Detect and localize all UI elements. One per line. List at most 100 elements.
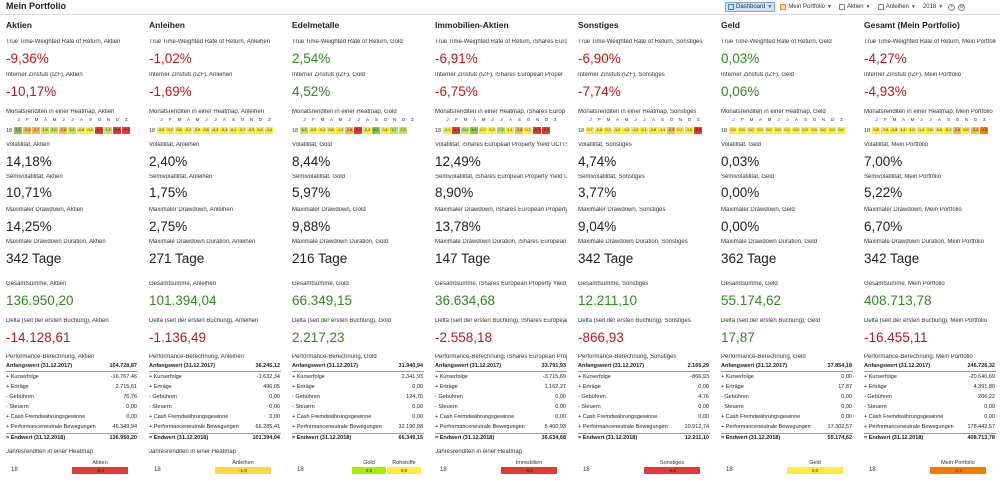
heatmap-cell[interactable]: 4,1 [470, 127, 479, 134]
heatmap-cell[interactable]: 0,0 [819, 127, 828, 134]
heatmap-cell[interactable]: 0,8 [202, 127, 211, 134]
add-icon[interactable]: + [948, 3, 956, 11]
heatmap-cell[interactable]: -0,6 [649, 127, 658, 134]
heatmap-cell[interactable]: -0,4 [220, 127, 229, 134]
heatmap-cell[interactable]: -8,1 [452, 127, 461, 134]
heatmap-cell[interactable]: 0,2 [166, 127, 175, 134]
heatmap-cell[interactable]: 0,0 [738, 127, 747, 134]
heatmap-cell[interactable]: 0,0 [962, 127, 971, 134]
heatmap-cell[interactable]: -5,2 [354, 127, 363, 134]
heatmap-cell[interactable]: -5,4 [95, 127, 104, 134]
heatmap-cell[interactable]: 3,0 [461, 127, 470, 134]
heatmap-cell[interactable]: -8,8 [113, 127, 122, 134]
heatmap-cell[interactable]: 0,0 [792, 127, 801, 134]
heatmap-cell[interactable]: -1,1 [658, 127, 667, 134]
heatmap-cell[interactable]: -9,4 [122, 127, 131, 134]
heatmap-cell[interactable]: 3,7 [390, 127, 399, 134]
heatmap-cell[interactable]: 1,0 [908, 127, 917, 134]
heatmap-cell[interactable]: 0,1 [676, 127, 685, 134]
heatmap-cell[interactable]: 0,0 [810, 127, 819, 134]
heatmap-cell[interactable]: -0,8 [77, 127, 86, 134]
heatmap-cell[interactable]: -2,8 [59, 127, 68, 134]
heatmap-cell[interactable]: -1,3 [336, 127, 345, 134]
heatmap-cell[interactable]: -4,3 [980, 127, 989, 134]
heatmap-cell[interactable]: 1,9 [104, 127, 113, 134]
heatmap-cell[interactable]: -0,1 [944, 127, 953, 134]
toolbar-portfolio-button[interactable]: Mein Portfolio ▼ [778, 2, 834, 12]
heatmap-cell[interactable]: -0,3 [211, 127, 220, 134]
yearly-heatmap-cell[interactable]: -6,9 [501, 467, 557, 474]
yearly-heatmap-cell[interactable]: -1,0 [215, 467, 271, 474]
yearly-heatmap-cell[interactable]: 0,0 [787, 467, 843, 474]
heatmap-cell[interactable]: -3,8 [515, 127, 524, 134]
heatmap-cell[interactable]: 2,5 [399, 127, 408, 134]
heatmap-cell[interactable]: -1,0 [613, 127, 622, 134]
heatmap-cell[interactable]: 0,2 [524, 127, 533, 134]
heatmap-cell[interactable]: 0,0 [747, 127, 756, 134]
toolbar-year-select[interactable]: 2018 ▼ [921, 2, 945, 12]
heatmap-cell[interactable]: 0,0 [756, 127, 765, 134]
heatmap-cell[interactable]: 2,2 [497, 127, 506, 134]
heatmap-cell[interactable]: -1,0 [622, 127, 631, 134]
yearly-heatmap-cell[interactable]: 0,0 [387, 467, 421, 474]
heatmap-cell[interactable]: -6,9 [694, 127, 703, 134]
heatmap-cell[interactable]: -0,7 [238, 127, 247, 134]
heatmap-cell[interactable]: 0,1 [640, 127, 649, 134]
heatmap-cell[interactable]: 0,4 [256, 127, 265, 134]
heatmap-cell[interactable]: 0,0 [801, 127, 810, 134]
heatmap-cell[interactable]: -1,0 [685, 127, 694, 134]
toolbar-dashboard-button[interactable]: Dashboard ▼ [725, 2, 776, 12]
heatmap-cell[interactable]: -0,3 [247, 127, 256, 134]
heatmap-cell[interactable]: -1,4 [917, 127, 926, 134]
heatmap-cell[interactable]: 0,3 [604, 127, 613, 134]
heatmap-cell[interactable]: 0,0 [828, 127, 837, 134]
yearly-heatmap-cell[interactable]: -9,4 [72, 467, 128, 474]
toolbar-aktien-button[interactable]: Aktien ▼ [837, 2, 873, 12]
toolbar-anleihen-button[interactable]: Anleihen ▼ [876, 2, 918, 12]
heatmap-cell[interactable]: -2,3 [667, 127, 676, 134]
heatmap-cell[interactable]: -0,3 [363, 127, 372, 134]
heatmap-cell[interactable]: 0,0 [774, 127, 783, 134]
heatmap-cell[interactable]: -2,8 [345, 127, 354, 134]
heatmap-cell[interactable]: 1,1 [506, 127, 515, 134]
heatmap-cell[interactable]: 0,9 [488, 127, 497, 134]
heatmap-cell[interactable]: 6,2 [372, 127, 381, 134]
heatmap-cell[interactable]: -0,5 [157, 127, 166, 134]
heatmap-cell[interactable]: -1,0 [265, 127, 274, 134]
heatmap-cell[interactable]: -0,6 [935, 127, 944, 134]
heatmap-cell[interactable] [408, 127, 417, 134]
heatmap-cell[interactable]: 0,0 [729, 127, 738, 134]
heatmap-cell[interactable]: 0,6 [926, 127, 935, 134]
settings-icon[interactable]: ⚙ [958, 3, 966, 11]
heatmap-cell[interactable]: 0,0 [837, 127, 846, 134]
heatmap-cell[interactable]: -0,9 [193, 127, 202, 134]
heatmap-cell[interactable]: 0,8 [327, 127, 336, 134]
yearly-heatmap-cell[interactable]: -4,3 [930, 467, 986, 474]
heatmap-cell[interactable]: 0,7 [479, 127, 488, 134]
heatmap-cell[interactable]: -3,2 [971, 127, 980, 134]
heatmap-cell[interactable]: -1,9 [881, 127, 890, 134]
heatmap-cell[interactable]: 2,1 [68, 127, 77, 134]
heatmap-cell[interactable]: 0,8 [86, 127, 95, 134]
heatmap-cell[interactable]: 0,0 [765, 127, 774, 134]
heatmap-cell[interactable]: -0,8 [890, 127, 899, 134]
heatmap-cell[interactable]: 3,3 [300, 127, 309, 134]
heatmap-cell[interactable]: -2,7 [32, 127, 41, 134]
heatmap-cell[interactable]: -2,8 [953, 127, 962, 134]
heatmap-cell[interactable]: -0,2 [184, 127, 193, 134]
heatmap-cell[interactable]: -1,1 [443, 127, 452, 134]
heatmap-cell[interactable]: -0,4 [318, 127, 327, 134]
heatmap-cell[interactable]: -1,2 [631, 127, 640, 134]
heatmap-cell[interactable]: -6,9 [542, 127, 551, 134]
heatmap-cell[interactable]: 0,7 [586, 127, 595, 134]
heatmap-cell[interactable] [551, 127, 560, 134]
heatmap-cell[interactable]: 0,0 [783, 127, 792, 134]
heatmap-cell[interactable]: -2,4 [23, 127, 32, 134]
heatmap-cell[interactable]: -0,5 [309, 127, 318, 134]
heatmap-cell[interactable]: 0,4 [381, 127, 390, 134]
heatmap-cell[interactable]: 2,0 [50, 127, 59, 134]
heatmap-cell[interactable]: 1,4 [899, 127, 908, 134]
yearly-heatmap-cell[interactable]: -6,9 [644, 467, 700, 474]
heatmap-cell[interactable]: 1,9 [41, 127, 50, 134]
heatmap-cell[interactable]: 0,8 [175, 127, 184, 134]
